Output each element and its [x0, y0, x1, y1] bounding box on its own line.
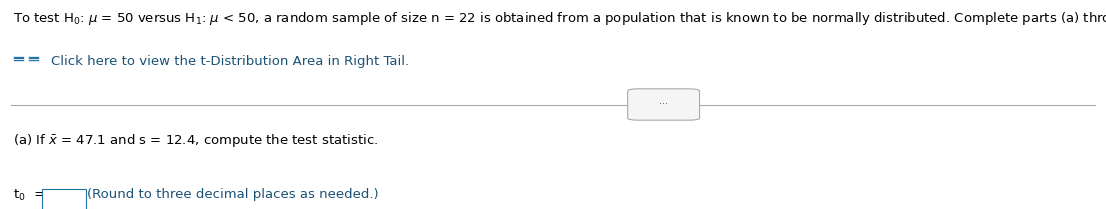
Text: (a) If $\bar{x}$ = 47.1 and s = 12.4, compute the test statistic.: (a) If $\bar{x}$ = 47.1 and s = 12.4, co… — [13, 132, 378, 149]
Text: ···: ··· — [659, 99, 668, 110]
FancyBboxPatch shape — [42, 189, 86, 209]
Text: (Round to three decimal places as needed.): (Round to three decimal places as needed… — [87, 188, 379, 201]
Text: To test H$_0$: $\mu$ = 50 versus H$_1$: $\mu$ < 50, a random sample of size n = : To test H$_0$: $\mu$ = 50 versus H$_1$: … — [13, 10, 1106, 27]
Text: =: = — [30, 188, 50, 201]
FancyBboxPatch shape — [628, 89, 700, 120]
Text: t$_0$: t$_0$ — [13, 188, 25, 203]
Bar — [28, 56, 39, 59]
Text: Click here to view the t-Distribution Area in Right Tail.: Click here to view the t-Distribution Ar… — [51, 55, 409, 68]
Bar — [28, 59, 39, 61]
Bar — [13, 59, 24, 61]
Bar — [13, 56, 24, 59]
